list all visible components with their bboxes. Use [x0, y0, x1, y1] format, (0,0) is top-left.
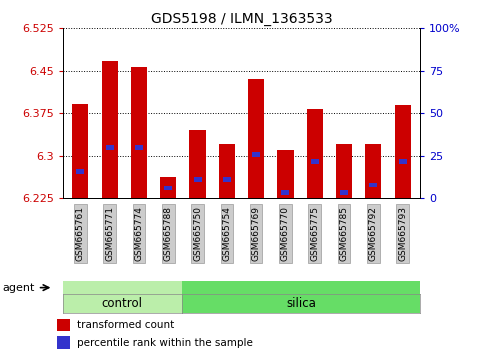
Bar — [277, 150, 294, 198]
Bar — [57, 319, 70, 331]
Text: silica: silica — [286, 297, 316, 310]
Bar — [340, 190, 348, 195]
Bar — [160, 177, 176, 198]
Title: GDS5198 / ILMN_1363533: GDS5198 / ILMN_1363533 — [151, 12, 332, 26]
Bar — [398, 159, 407, 164]
Text: percentile rank within the sample: percentile rank within the sample — [77, 338, 253, 348]
Bar — [72, 104, 88, 198]
Bar — [182, 281, 420, 294]
Bar — [219, 144, 235, 198]
Bar — [101, 61, 118, 198]
Bar — [252, 152, 260, 157]
Text: agent: agent — [2, 282, 35, 293]
Bar — [131, 67, 147, 198]
Bar — [311, 159, 319, 164]
Bar — [57, 336, 70, 349]
Bar — [164, 186, 172, 190]
Bar — [63, 281, 182, 294]
Bar — [76, 169, 85, 174]
Bar — [395, 105, 411, 198]
Bar — [365, 144, 382, 198]
Bar — [336, 144, 352, 198]
Text: transformed count: transformed count — [77, 320, 174, 330]
Bar — [307, 109, 323, 198]
Bar — [248, 79, 264, 198]
Bar — [106, 145, 114, 149]
Bar — [223, 177, 231, 182]
Text: control: control — [102, 297, 143, 310]
Bar — [369, 183, 377, 188]
Bar — [189, 130, 206, 198]
Bar — [135, 145, 143, 149]
Bar — [282, 190, 289, 195]
Bar — [194, 177, 201, 182]
